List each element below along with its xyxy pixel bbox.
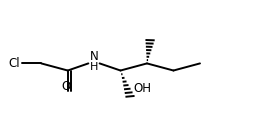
Text: OH: OH <box>133 82 151 95</box>
Text: O: O <box>62 80 71 93</box>
Text: N: N <box>90 50 98 63</box>
Text: H: H <box>90 62 98 72</box>
Text: Cl: Cl <box>8 57 20 70</box>
